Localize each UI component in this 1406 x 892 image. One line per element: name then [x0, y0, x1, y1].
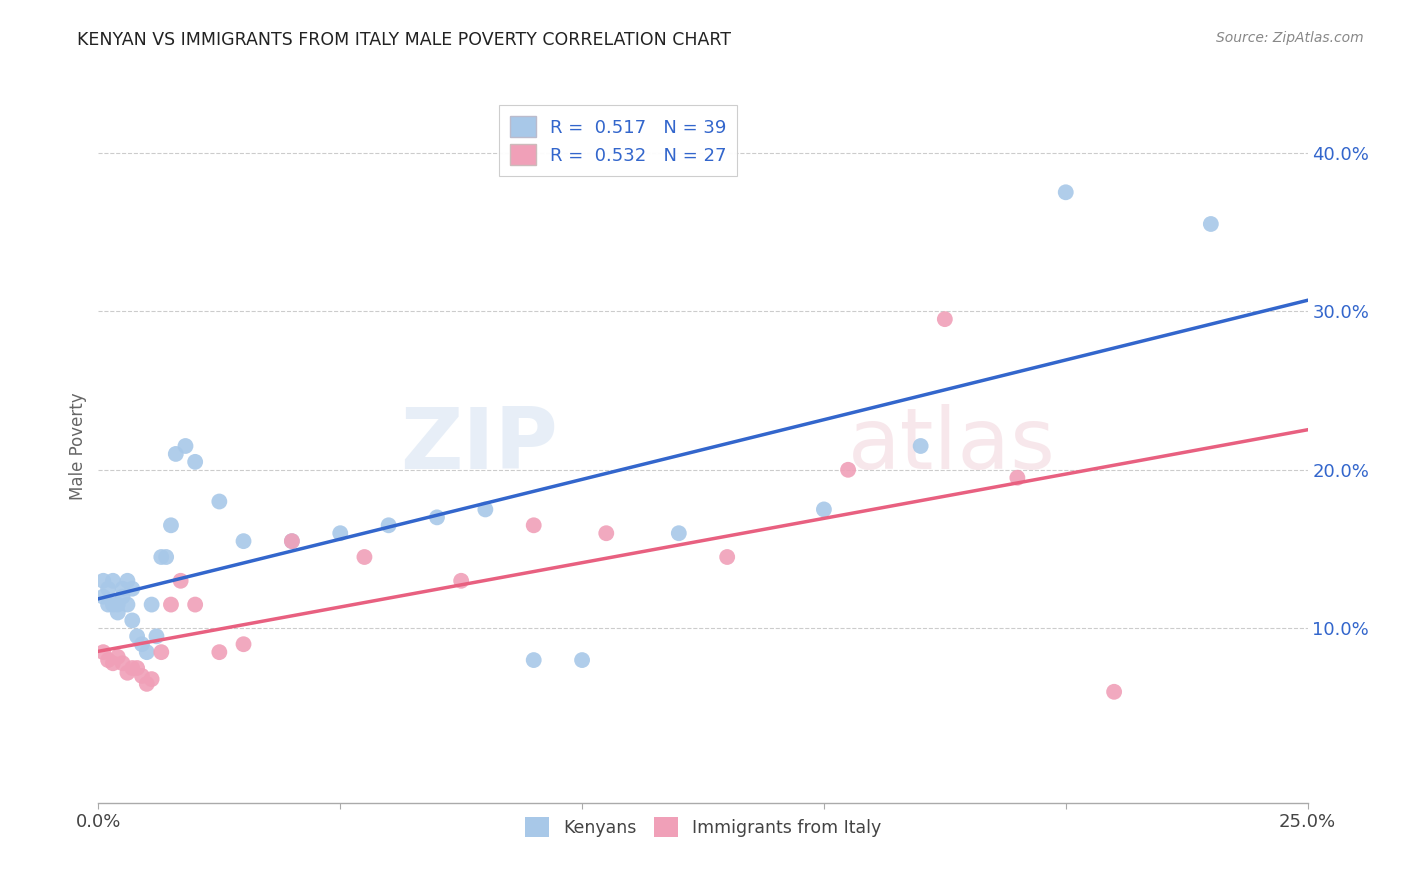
Point — [127, 629, 149, 643]
Point — [117, 574, 139, 588]
Point — [155, 549, 177, 564]
Point — [377, 518, 399, 533]
Text: ZIP: ZIP — [401, 404, 558, 488]
Point — [121, 582, 143, 596]
Point — [145, 629, 167, 643]
Point — [910, 439, 932, 453]
Point — [111, 590, 134, 604]
Point — [232, 637, 254, 651]
Point — [523, 518, 546, 533]
Point — [127, 661, 149, 675]
Point — [107, 598, 129, 612]
Point — [97, 653, 120, 667]
Legend: Kenyans, Immigrants from Italy: Kenyans, Immigrants from Italy — [517, 810, 889, 844]
Point — [141, 598, 163, 612]
Y-axis label: Male Poverty: Male Poverty — [69, 392, 87, 500]
Point — [97, 582, 120, 596]
Point — [523, 653, 546, 667]
Point — [450, 574, 472, 588]
Point — [117, 665, 139, 680]
Point — [813, 502, 835, 516]
Point — [837, 463, 859, 477]
Point — [1007, 471, 1029, 485]
Point — [1199, 217, 1222, 231]
Text: atlas: atlas — [848, 404, 1056, 488]
Point — [150, 645, 173, 659]
Point — [141, 672, 163, 686]
Point — [281, 534, 304, 549]
Point — [101, 574, 124, 588]
Point — [595, 526, 617, 541]
Point — [150, 549, 173, 564]
Point — [668, 526, 690, 541]
Point — [474, 502, 496, 516]
Point — [1102, 685, 1125, 699]
Point — [208, 645, 231, 659]
Point — [91, 590, 114, 604]
Point — [174, 439, 197, 453]
Point — [135, 645, 157, 659]
Point — [131, 637, 153, 651]
Point — [716, 549, 738, 564]
Point — [232, 534, 254, 549]
Text: Source: ZipAtlas.com: Source: ZipAtlas.com — [1216, 31, 1364, 45]
Point — [426, 510, 449, 524]
Point — [571, 653, 593, 667]
Point — [353, 549, 375, 564]
Point — [165, 447, 187, 461]
Point — [121, 661, 143, 675]
Point — [281, 534, 304, 549]
Point — [329, 526, 352, 541]
Point — [97, 598, 120, 612]
Point — [934, 312, 956, 326]
Point — [160, 598, 183, 612]
Point — [107, 649, 129, 664]
Text: KENYAN VS IMMIGRANTS FROM ITALY MALE POVERTY CORRELATION CHART: KENYAN VS IMMIGRANTS FROM ITALY MALE POV… — [77, 31, 731, 49]
Point — [184, 455, 207, 469]
Point — [111, 582, 134, 596]
Point — [117, 598, 139, 612]
Point — [135, 677, 157, 691]
Point — [160, 518, 183, 533]
Point — [169, 574, 191, 588]
Point — [91, 574, 114, 588]
Point — [107, 606, 129, 620]
Point — [184, 598, 207, 612]
Point — [1054, 186, 1077, 200]
Point — [208, 494, 231, 508]
Point — [121, 614, 143, 628]
Point — [111, 657, 134, 671]
Point — [101, 598, 124, 612]
Point — [101, 657, 124, 671]
Point — [131, 669, 153, 683]
Point — [91, 645, 114, 659]
